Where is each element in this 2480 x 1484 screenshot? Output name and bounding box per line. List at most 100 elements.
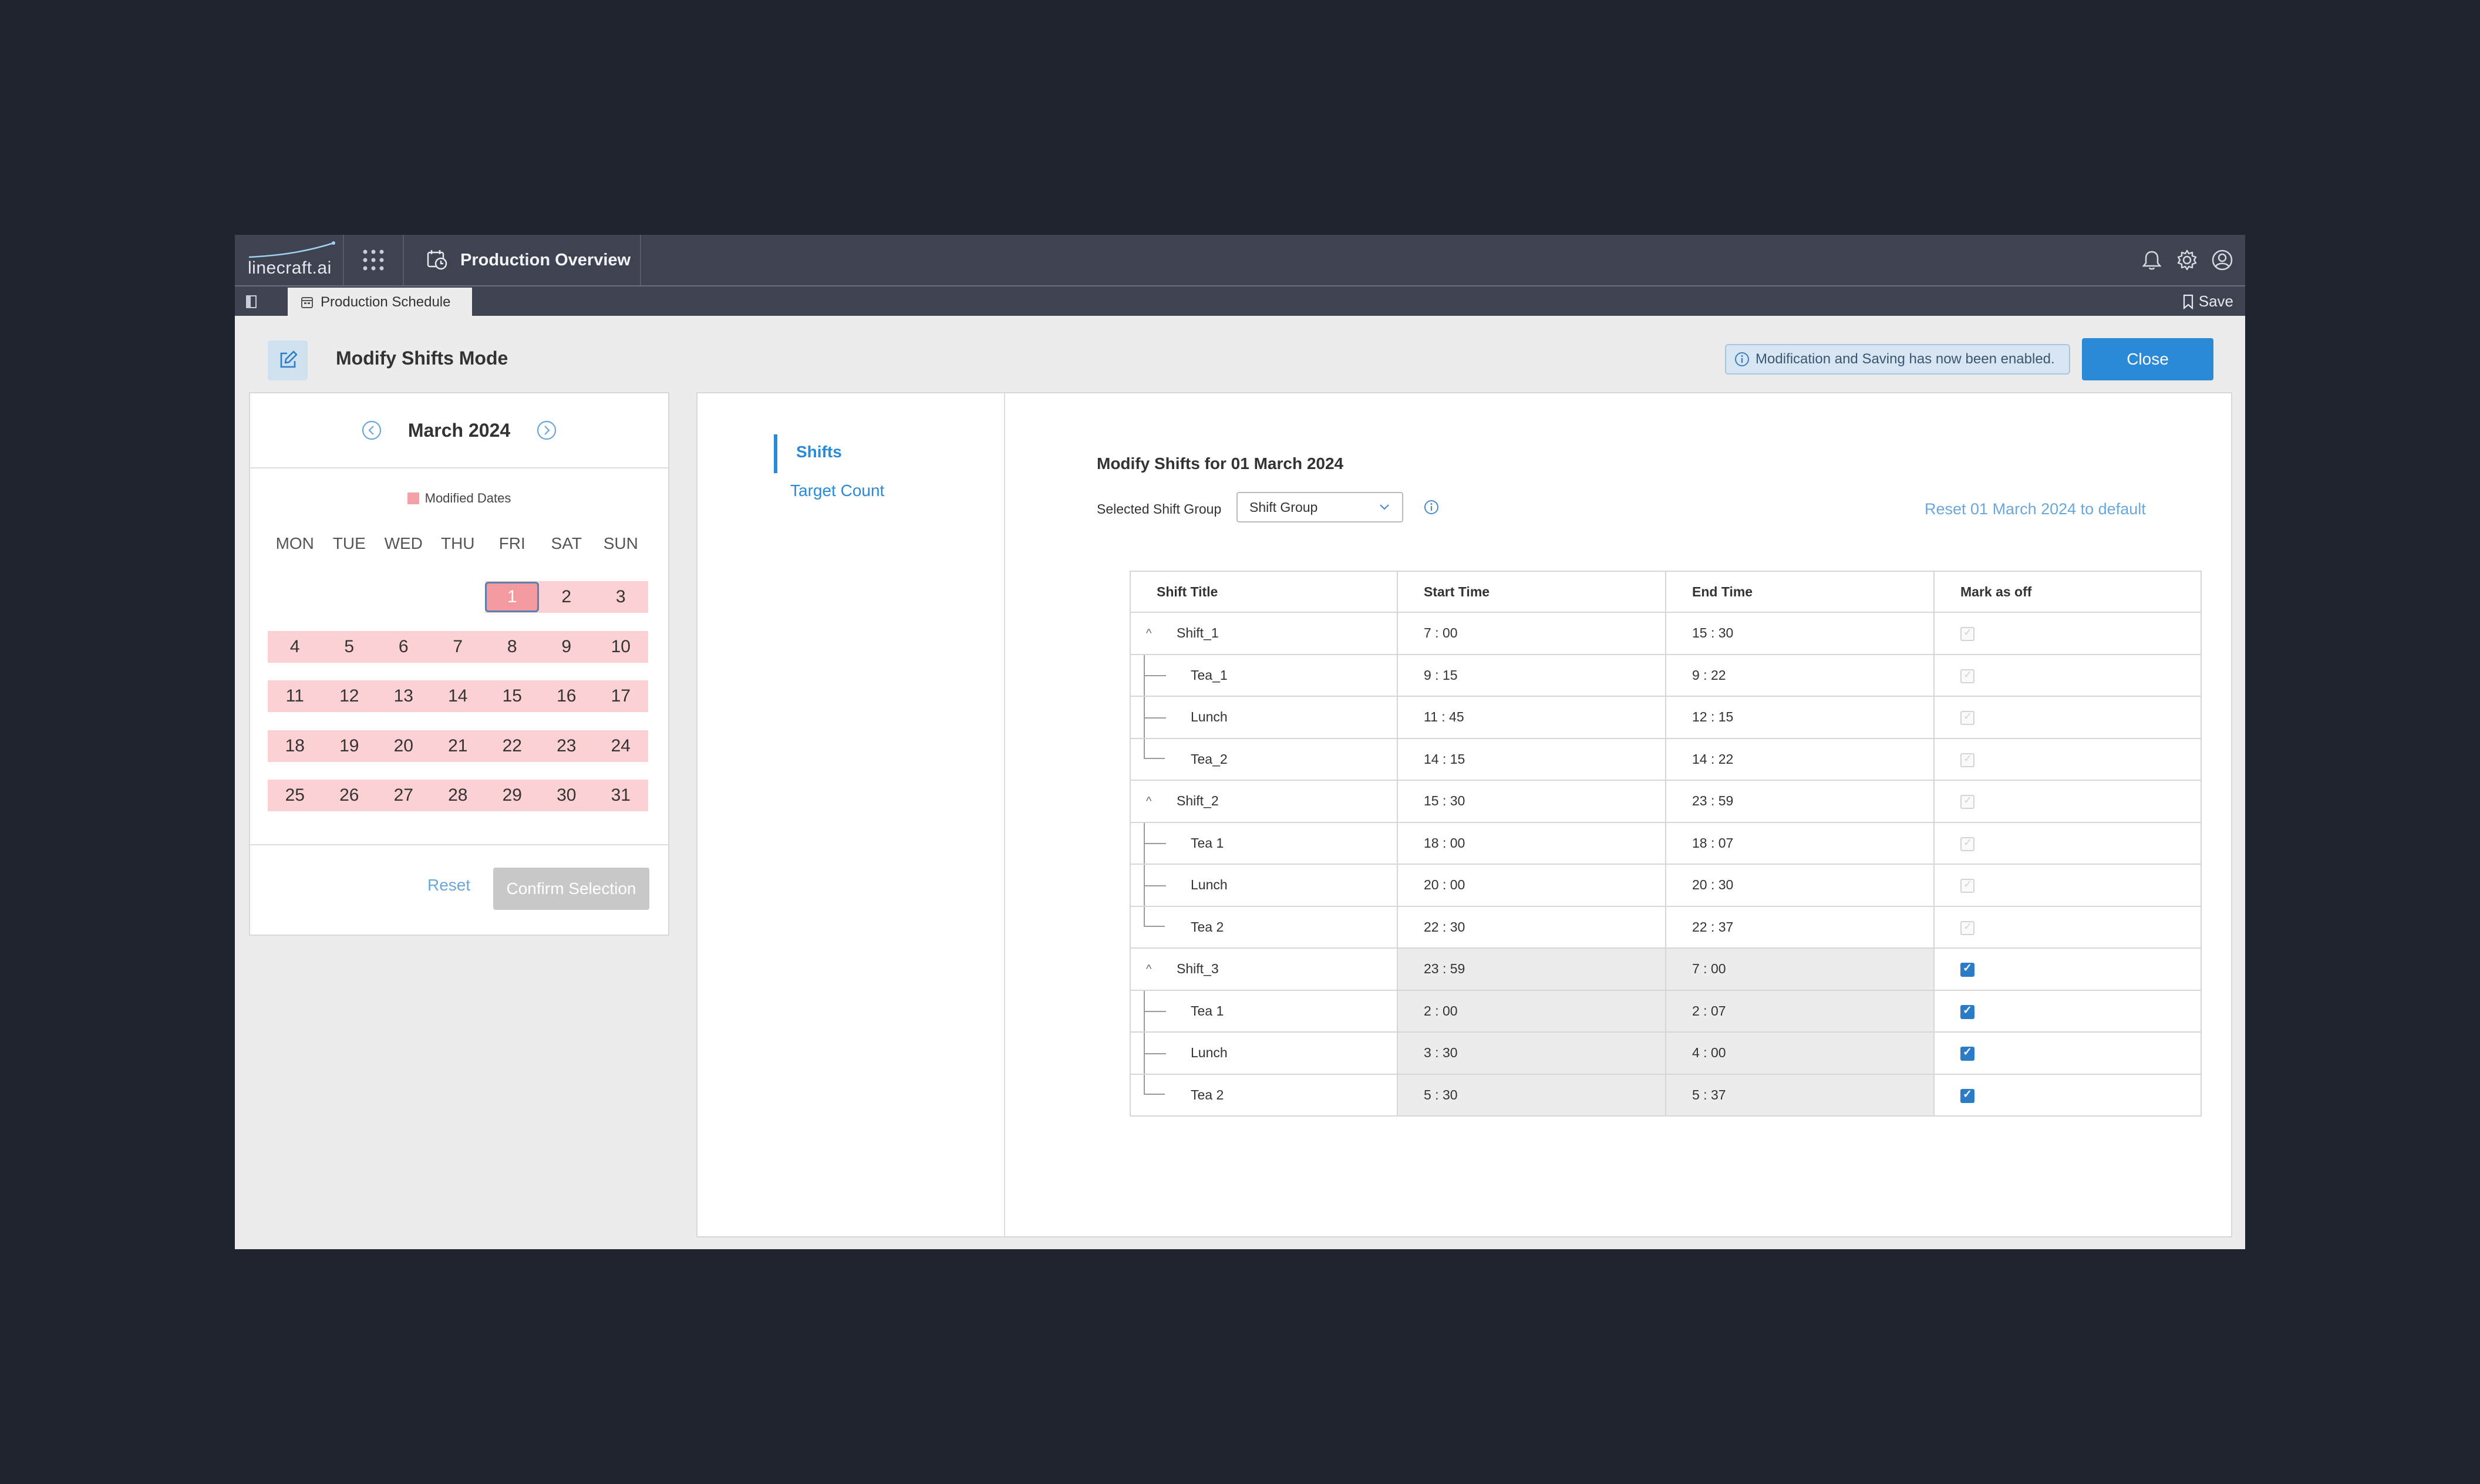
start-time-field[interactable]: 5 : 30 xyxy=(1397,1074,1666,1117)
checkbox-disabled[interactable] xyxy=(1960,794,1974,810)
end-time-field[interactable]: 18 : 07 xyxy=(1666,822,1935,865)
checkbox-disabled[interactable] xyxy=(1960,626,1974,642)
checkbox-disabled[interactable] xyxy=(1960,669,1974,683)
end-time-field[interactable]: 15 : 30 xyxy=(1666,612,1935,655)
checkbox-checked[interactable] xyxy=(1960,1088,1974,1103)
calendar-day[interactable]: 30 xyxy=(539,780,594,811)
checkbox-disabled[interactable] xyxy=(1960,878,1974,893)
collapse-caret-icon[interactable]: ^ xyxy=(1146,963,1152,976)
start-time-field[interactable]: 14 : 15 xyxy=(1397,738,1666,781)
tree-connector xyxy=(1144,1074,1165,1095)
collapse-caret-icon[interactable]: ^ xyxy=(1146,627,1152,640)
calendar-day[interactable]: 13 xyxy=(376,680,431,712)
calendar-day[interactable]: 7 xyxy=(430,630,485,663)
start-time-field[interactable]: 23 : 59 xyxy=(1397,948,1666,991)
end-time-field[interactable]: 4 : 00 xyxy=(1666,1032,1935,1075)
checkbox-disabled[interactable] xyxy=(1960,837,1974,851)
logo[interactable]: linecraft.ai xyxy=(235,235,344,285)
calendar-day[interactable]: 6 xyxy=(376,630,431,663)
save-button[interactable]: Save xyxy=(2182,292,2233,311)
edit-icon xyxy=(280,350,298,368)
start-time-field[interactable]: 11 : 45 xyxy=(1397,696,1666,739)
user-profile-icon[interactable] xyxy=(2211,249,2233,271)
calendar-day[interactable]: 17 xyxy=(594,680,648,712)
calendar-day[interactable]: 3 xyxy=(594,581,648,613)
shift-title-text: Shift_3 xyxy=(1177,961,1219,977)
break-row: Lunch 20 : 00 20 : 30 xyxy=(1130,864,2202,907)
end-time-field[interactable]: 9 : 22 xyxy=(1666,654,1935,697)
calendar-day[interactable]: 27 xyxy=(376,780,431,811)
calendar-day[interactable]: 16 xyxy=(539,680,594,712)
calendar-day-selected[interactable]: 1 xyxy=(485,581,540,613)
tab-production-overview[interactable]: Production Overview xyxy=(404,235,641,285)
logo-text: linecraft.ai xyxy=(248,258,332,278)
sidebar-toggle-icon[interactable] xyxy=(245,295,258,309)
start-time-field[interactable]: 2 : 00 xyxy=(1397,990,1666,1033)
bell-icon[interactable] xyxy=(2141,249,2163,271)
calendar-day[interactable]: 20 xyxy=(376,730,431,762)
checkbox-disabled[interactable] xyxy=(1960,710,1974,726)
gear-icon[interactable] xyxy=(2176,249,2198,271)
tab-production-schedule[interactable]: Production Schedule xyxy=(288,288,472,317)
checkbox-disabled[interactable] xyxy=(1960,753,1974,767)
start-time-field[interactable]: 3 : 30 xyxy=(1397,1032,1666,1075)
calendar-day[interactable]: 11 xyxy=(268,680,322,712)
checkbox-disabled[interactable] xyxy=(1960,920,1974,935)
shift-group-select[interactable]: Shift Group xyxy=(1236,492,1403,522)
end-time-field[interactable]: 22 : 37 xyxy=(1666,906,1935,949)
end-time-field[interactable]: 12 : 15 xyxy=(1666,696,1935,739)
calendar-day[interactable]: 5 xyxy=(322,630,376,663)
calendar-day[interactable]: 9 xyxy=(539,630,594,663)
end-time-field[interactable]: 5 : 37 xyxy=(1666,1074,1935,1117)
calendar-day[interactable]: 18 xyxy=(268,730,322,762)
calendar-day[interactable]: 31 xyxy=(594,780,648,811)
shift-group-label: Selected Shift Group xyxy=(1097,501,1222,517)
next-month-icon[interactable] xyxy=(536,420,557,441)
info-icon[interactable] xyxy=(1423,499,1440,515)
calendar-day[interactable]: 12 xyxy=(322,680,376,712)
apps-menu-button[interactable] xyxy=(344,235,404,285)
calendar-day[interactable]: 15 xyxy=(485,680,540,712)
end-time-field[interactable]: 7 : 00 xyxy=(1666,948,1935,991)
calendar-day[interactable]: 22 xyxy=(485,730,540,762)
calendar-day[interactable]: 23 xyxy=(539,730,594,762)
calendar-day[interactable]: 29 xyxy=(485,780,540,811)
start-time-field[interactable]: 9 : 15 xyxy=(1397,654,1666,697)
start-time-field[interactable]: 20 : 00 xyxy=(1397,864,1666,907)
calendar-day[interactable]: 24 xyxy=(594,730,648,762)
nav-target-count[interactable]: Target Count xyxy=(790,481,885,500)
checkbox-checked[interactable] xyxy=(1960,1004,1974,1019)
edit-mode-button[interactable] xyxy=(268,340,308,380)
calendar-day[interactable]: 14 xyxy=(430,680,485,712)
previous-month-icon[interactable] xyxy=(361,420,382,441)
confirm-selection-button[interactable]: Confirm Selection xyxy=(493,868,649,910)
nav-shifts[interactable]: Shifts xyxy=(796,443,842,461)
end-time-field[interactable]: 14 : 22 xyxy=(1666,738,1935,781)
end-time-field[interactable]: 23 : 59 xyxy=(1666,780,1935,823)
calendar-day[interactable]: 2 xyxy=(539,581,594,613)
collapse-caret-icon[interactable]: ^ xyxy=(1146,795,1152,808)
content-title: Modify Shifts for 01 March 2024 xyxy=(1097,454,1344,473)
start-time-field[interactable]: 15 : 30 xyxy=(1397,780,1666,823)
checkbox-checked[interactable] xyxy=(1960,1045,1974,1061)
calendar-day[interactable]: 26 xyxy=(322,780,376,811)
checkbox-checked[interactable] xyxy=(1960,962,1974,977)
calendar-day[interactable]: 19 xyxy=(322,730,376,762)
calendar-day[interactable]: 10 xyxy=(594,630,648,663)
end-time-field[interactable]: 20 : 30 xyxy=(1666,864,1935,907)
calendar-day[interactable]: 21 xyxy=(430,730,485,762)
calendar-day[interactable]: 4 xyxy=(268,630,322,663)
reset-button[interactable]: Reset xyxy=(427,876,471,894)
end-time-field[interactable]: 2 : 07 xyxy=(1666,990,1935,1033)
start-time-field[interactable]: 18 : 00 xyxy=(1397,822,1666,865)
calendar-day[interactable]: 25 xyxy=(268,780,322,811)
start-time-field[interactable]: 22 : 30 xyxy=(1397,906,1666,949)
break-row: Tea 2 22 : 30 22 : 37 xyxy=(1130,906,2202,949)
calendar-day[interactable]: 8 xyxy=(485,630,540,663)
calendar-day[interactable]: 28 xyxy=(430,780,485,811)
mark-as-off-cell xyxy=(1934,1032,2202,1075)
reset-to-default-link[interactable]: Reset 01 March 2024 to default xyxy=(1925,500,2146,518)
close-button[interactable]: Close xyxy=(2082,338,2213,380)
start-time-field[interactable]: 7 : 00 xyxy=(1397,612,1666,655)
day-number: 1 xyxy=(485,582,540,612)
